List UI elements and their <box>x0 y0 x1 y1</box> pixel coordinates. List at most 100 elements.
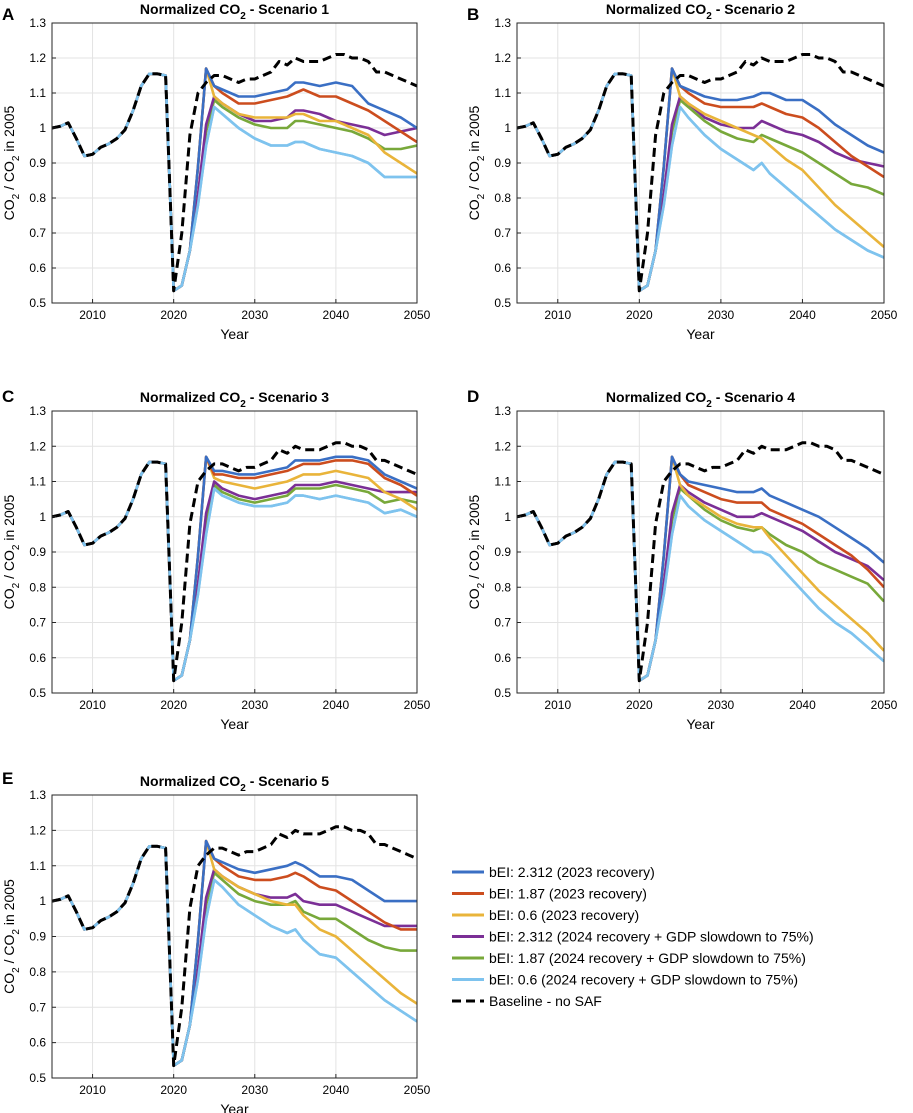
panel-letter: A <box>2 5 14 24</box>
legend-label: bEI: 0.6 (2024 recovery + GDP slowdown t… <box>489 972 798 988</box>
chart-panel-e: E 2010 2020 2030 2040 2050 0.5 0.6 0.7 0.8 0.9 1 1.1… <box>1 769 431 1113</box>
baseline-line <box>52 53 417 293</box>
x-tick-label: 2030 <box>708 308 735 322</box>
baseline-line <box>517 441 884 683</box>
chart-panel-b: B 2010 2020 2030 2040 2050 0.5 0.6 0.7 0.8 0.9 1 1.1… <box>466 1 898 342</box>
y-tick-label: 0.5 <box>29 296 46 310</box>
x-tick-label: 2020 <box>626 308 653 322</box>
x-tick-label: 2040 <box>789 698 816 712</box>
x-tick-label: 2020 <box>160 1083 187 1097</box>
y-tick-label: 0.6 <box>494 651 511 665</box>
chart-title: Normalized CO2 - Scenario 2 <box>606 1 795 22</box>
legend: bEI: 2.312 (2023 recovery) bEI: 1.87 (202… <box>448 860 904 1018</box>
y-tick-label: 0.7 <box>29 616 46 630</box>
chart-title: Normalized CO2 - Scenario 4 <box>606 389 795 410</box>
y-tick-label: 0.5 <box>29 686 46 700</box>
legend-item: bEI: 0.6 (2024 recovery + GDP slowdown t… <box>452 972 798 988</box>
series-lines <box>52 441 417 683</box>
x-axis-label: Year <box>220 716 249 732</box>
y-tick-label: 0.6 <box>29 651 46 665</box>
x-axis-label: Year <box>686 716 715 732</box>
y-tick-label: 1.2 <box>29 823 46 837</box>
y-tick-label: 0.9 <box>29 545 46 559</box>
x-tick-label: 2050 <box>871 698 898 712</box>
x-tick-label: 2010 <box>544 698 571 712</box>
y-tick-label: 0.9 <box>494 545 511 559</box>
legend-label: bEI: 0.6 (2023 recovery) <box>489 907 639 923</box>
y-tick-label: 0.7 <box>29 1000 46 1014</box>
y-tick-label: 1.1 <box>494 475 511 489</box>
y-tick-label: 1 <box>504 121 511 135</box>
y-tick-label: 1.2 <box>494 439 511 453</box>
y-tick-label: 1.1 <box>29 86 46 100</box>
y-tick-label: 1 <box>39 510 46 524</box>
series-lines <box>517 441 884 683</box>
series-lines <box>52 53 417 293</box>
y-tick-label: 1.3 <box>494 404 511 418</box>
y-tick-label: 1.3 <box>29 404 46 418</box>
panel-letter: B <box>467 5 479 24</box>
x-tick-label: 2050 <box>871 308 898 322</box>
y-tick-label: 1.3 <box>29 788 46 802</box>
x-tick-label: 2030 <box>241 698 268 712</box>
legend-item: bEI: 2.312 (2024 recovery + GDP slowdown… <box>452 929 814 945</box>
x-tick-label: 2010 <box>79 1083 106 1097</box>
y-tick-label: 0.7 <box>494 226 511 240</box>
panel-letter: C <box>2 387 14 406</box>
y-tick-label: 0.6 <box>29 1036 46 1050</box>
legend-label: bEI: 2.312 (2023 recovery) <box>489 864 655 880</box>
x-axis-label: Year <box>220 326 249 342</box>
y-axis-label: CO2 / CO2 in 2005 <box>1 879 22 994</box>
legend-item: bEI: 1.87 (2024 recovery + GDP slowdown … <box>452 950 806 966</box>
baseline-line <box>517 53 884 293</box>
x-tick-label: 2030 <box>241 308 268 322</box>
y-tick-label: 0.7 <box>494 616 511 630</box>
x-tick-label: 2040 <box>323 308 350 322</box>
chart-panel-c: C 2010 2020 2030 2040 2050 0.5 0.6 0.7 0.8 0.9 1 1.1… <box>1 387 431 732</box>
y-tick-label: 0.8 <box>29 191 46 205</box>
y-tick-label: 1.1 <box>494 86 511 100</box>
y-tick-label: 0.9 <box>29 156 46 170</box>
legend-box <box>448 860 904 1018</box>
x-tick-label: 2030 <box>241 1083 268 1097</box>
panel-letter: E <box>2 769 13 788</box>
x-tick-label: 2050 <box>404 698 431 712</box>
x-tick-label: 2020 <box>160 698 187 712</box>
y-axis-label: CO2 / CO2 in 2005 <box>1 494 22 609</box>
y-tick-label: 1 <box>39 121 46 135</box>
x-tick-label: 2020 <box>160 308 187 322</box>
y-tick-label: 1 <box>504 510 511 524</box>
legend-label: bEI: 2.312 (2024 recovery + GDP slowdown… <box>489 929 814 945</box>
legend-item: bEI: 0.6 (2023 recovery) <box>452 907 639 923</box>
y-tick-label: 0.8 <box>494 580 511 594</box>
legend-item: bEI: 1.87 (2023 recovery) <box>452 886 647 902</box>
y-axis-label: CO2 / CO2 in 2005 <box>466 494 487 609</box>
x-tick-label: 2050 <box>404 308 431 322</box>
y-tick-label: 1 <box>39 894 46 908</box>
y-tick-label: 0.7 <box>29 226 46 240</box>
baseline-line <box>52 825 417 1068</box>
chart-title: Normalized CO2 - Scenario 5 <box>140 773 329 794</box>
y-axis-label: CO2 / CO2 in 2005 <box>1 105 22 220</box>
series-lines <box>517 53 884 293</box>
y-tick-label: 1.2 <box>494 51 511 65</box>
y-tick-label: 0.5 <box>494 296 511 310</box>
series-line-6-top <box>517 72 884 293</box>
chart-panel-d: D 2010 2020 2030 2040 2050 0.5 0.6 0.7 0.8 0.9 1 1.1… <box>466 387 898 732</box>
legend-item: bEI: 2.312 (2023 recovery) <box>452 864 655 880</box>
y-tick-label: 1.3 <box>29 16 46 30</box>
x-tick-label: 2030 <box>708 698 735 712</box>
x-tick-label: 2040 <box>789 308 816 322</box>
baseline-line <box>52 441 417 683</box>
x-tick-label: 2010 <box>79 698 106 712</box>
y-tick-label: 0.6 <box>29 261 46 275</box>
x-tick-label: 2020 <box>626 698 653 712</box>
x-tick-label: 2040 <box>323 1083 350 1097</box>
y-tick-label: 0.9 <box>29 930 46 944</box>
series-line-6-top <box>52 460 417 682</box>
series-line-6-top <box>52 72 417 293</box>
x-tick-label: 2010 <box>79 308 106 322</box>
y-tick-label: 0.8 <box>494 191 511 205</box>
legend-item: Baseline - no SAF <box>452 993 602 1009</box>
chart-title: Normalized CO2 - Scenario 3 <box>140 389 329 410</box>
